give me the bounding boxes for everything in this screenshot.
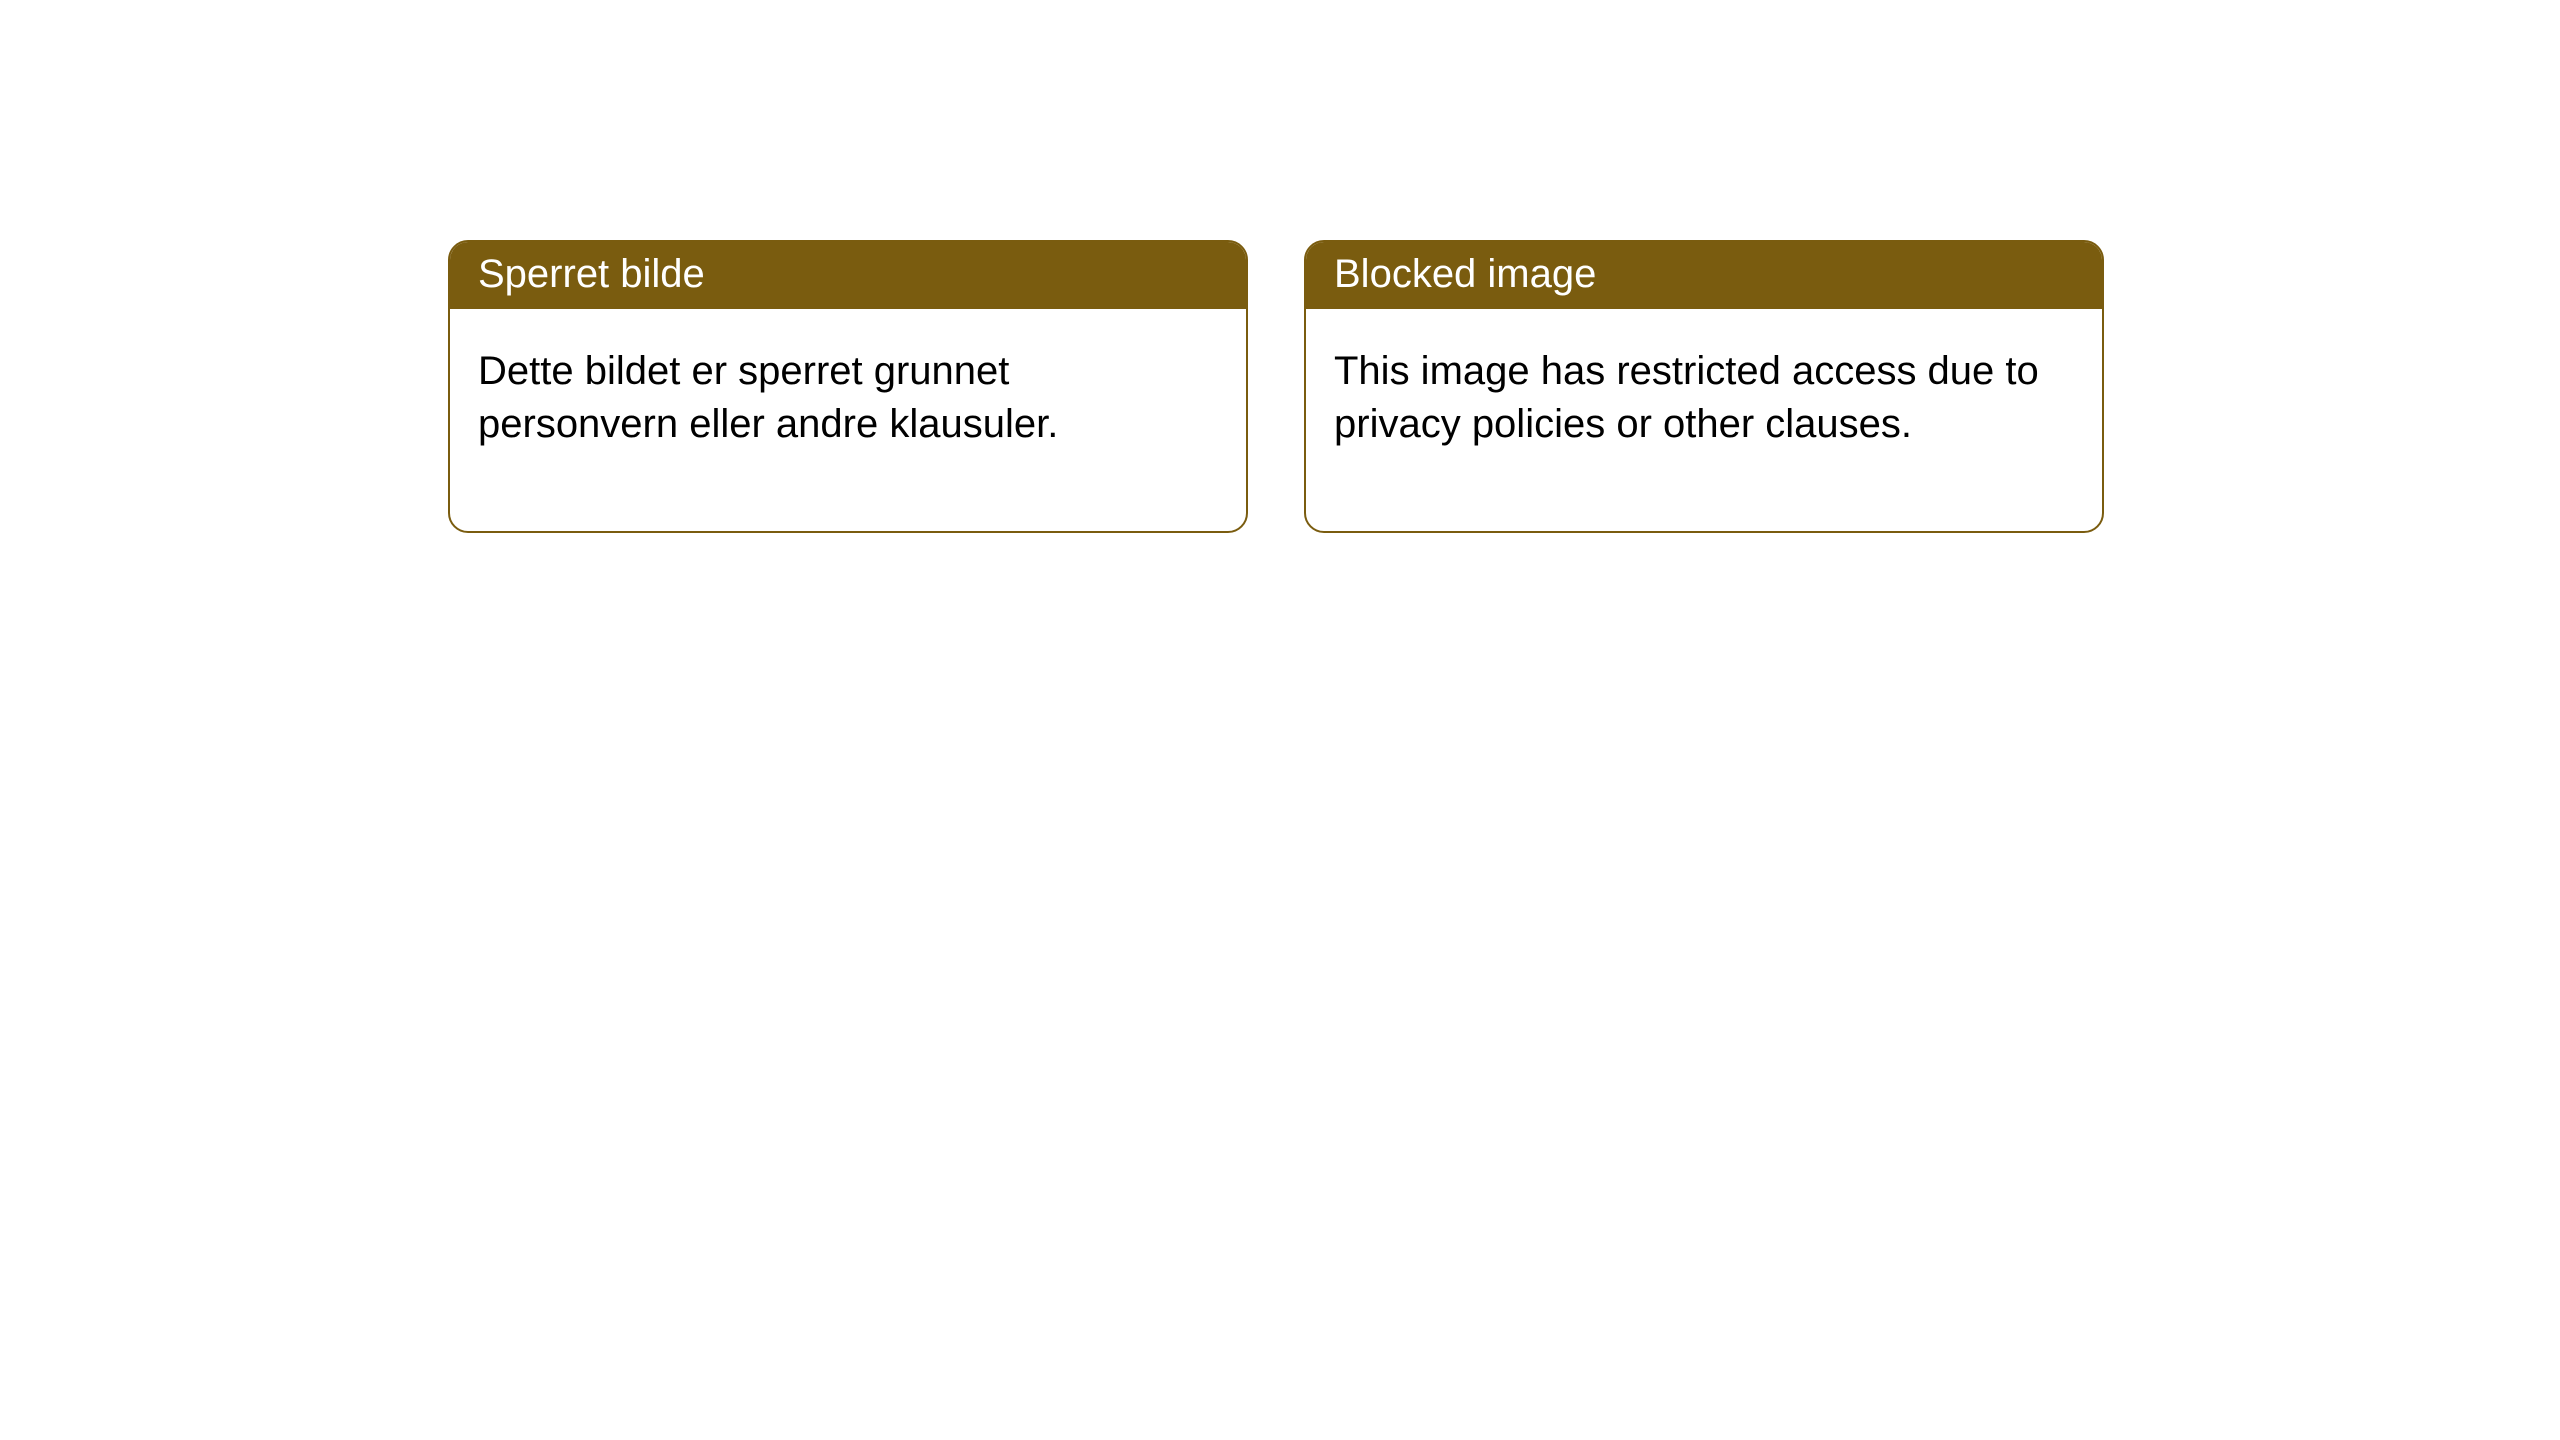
notice-card-norwegian: Sperret bilde Dette bildet er sperret gr… xyxy=(448,240,1248,533)
card-body-text-english: This image has restricted access due to … xyxy=(1334,349,2039,446)
notice-container: Sperret bilde Dette bildet er sperret gr… xyxy=(0,0,2560,533)
card-title-english: Blocked image xyxy=(1334,252,1596,296)
notice-card-english: Blocked image This image has restricted … xyxy=(1304,240,2104,533)
card-body-english: This image has restricted access due to … xyxy=(1306,309,2102,531)
card-title-norwegian: Sperret bilde xyxy=(478,252,705,296)
card-body-text-norwegian: Dette bildet er sperret grunnet personve… xyxy=(478,349,1058,446)
card-header-norwegian: Sperret bilde xyxy=(450,242,1246,309)
card-body-norwegian: Dette bildet er sperret grunnet personve… xyxy=(450,309,1246,531)
card-header-english: Blocked image xyxy=(1306,242,2102,309)
